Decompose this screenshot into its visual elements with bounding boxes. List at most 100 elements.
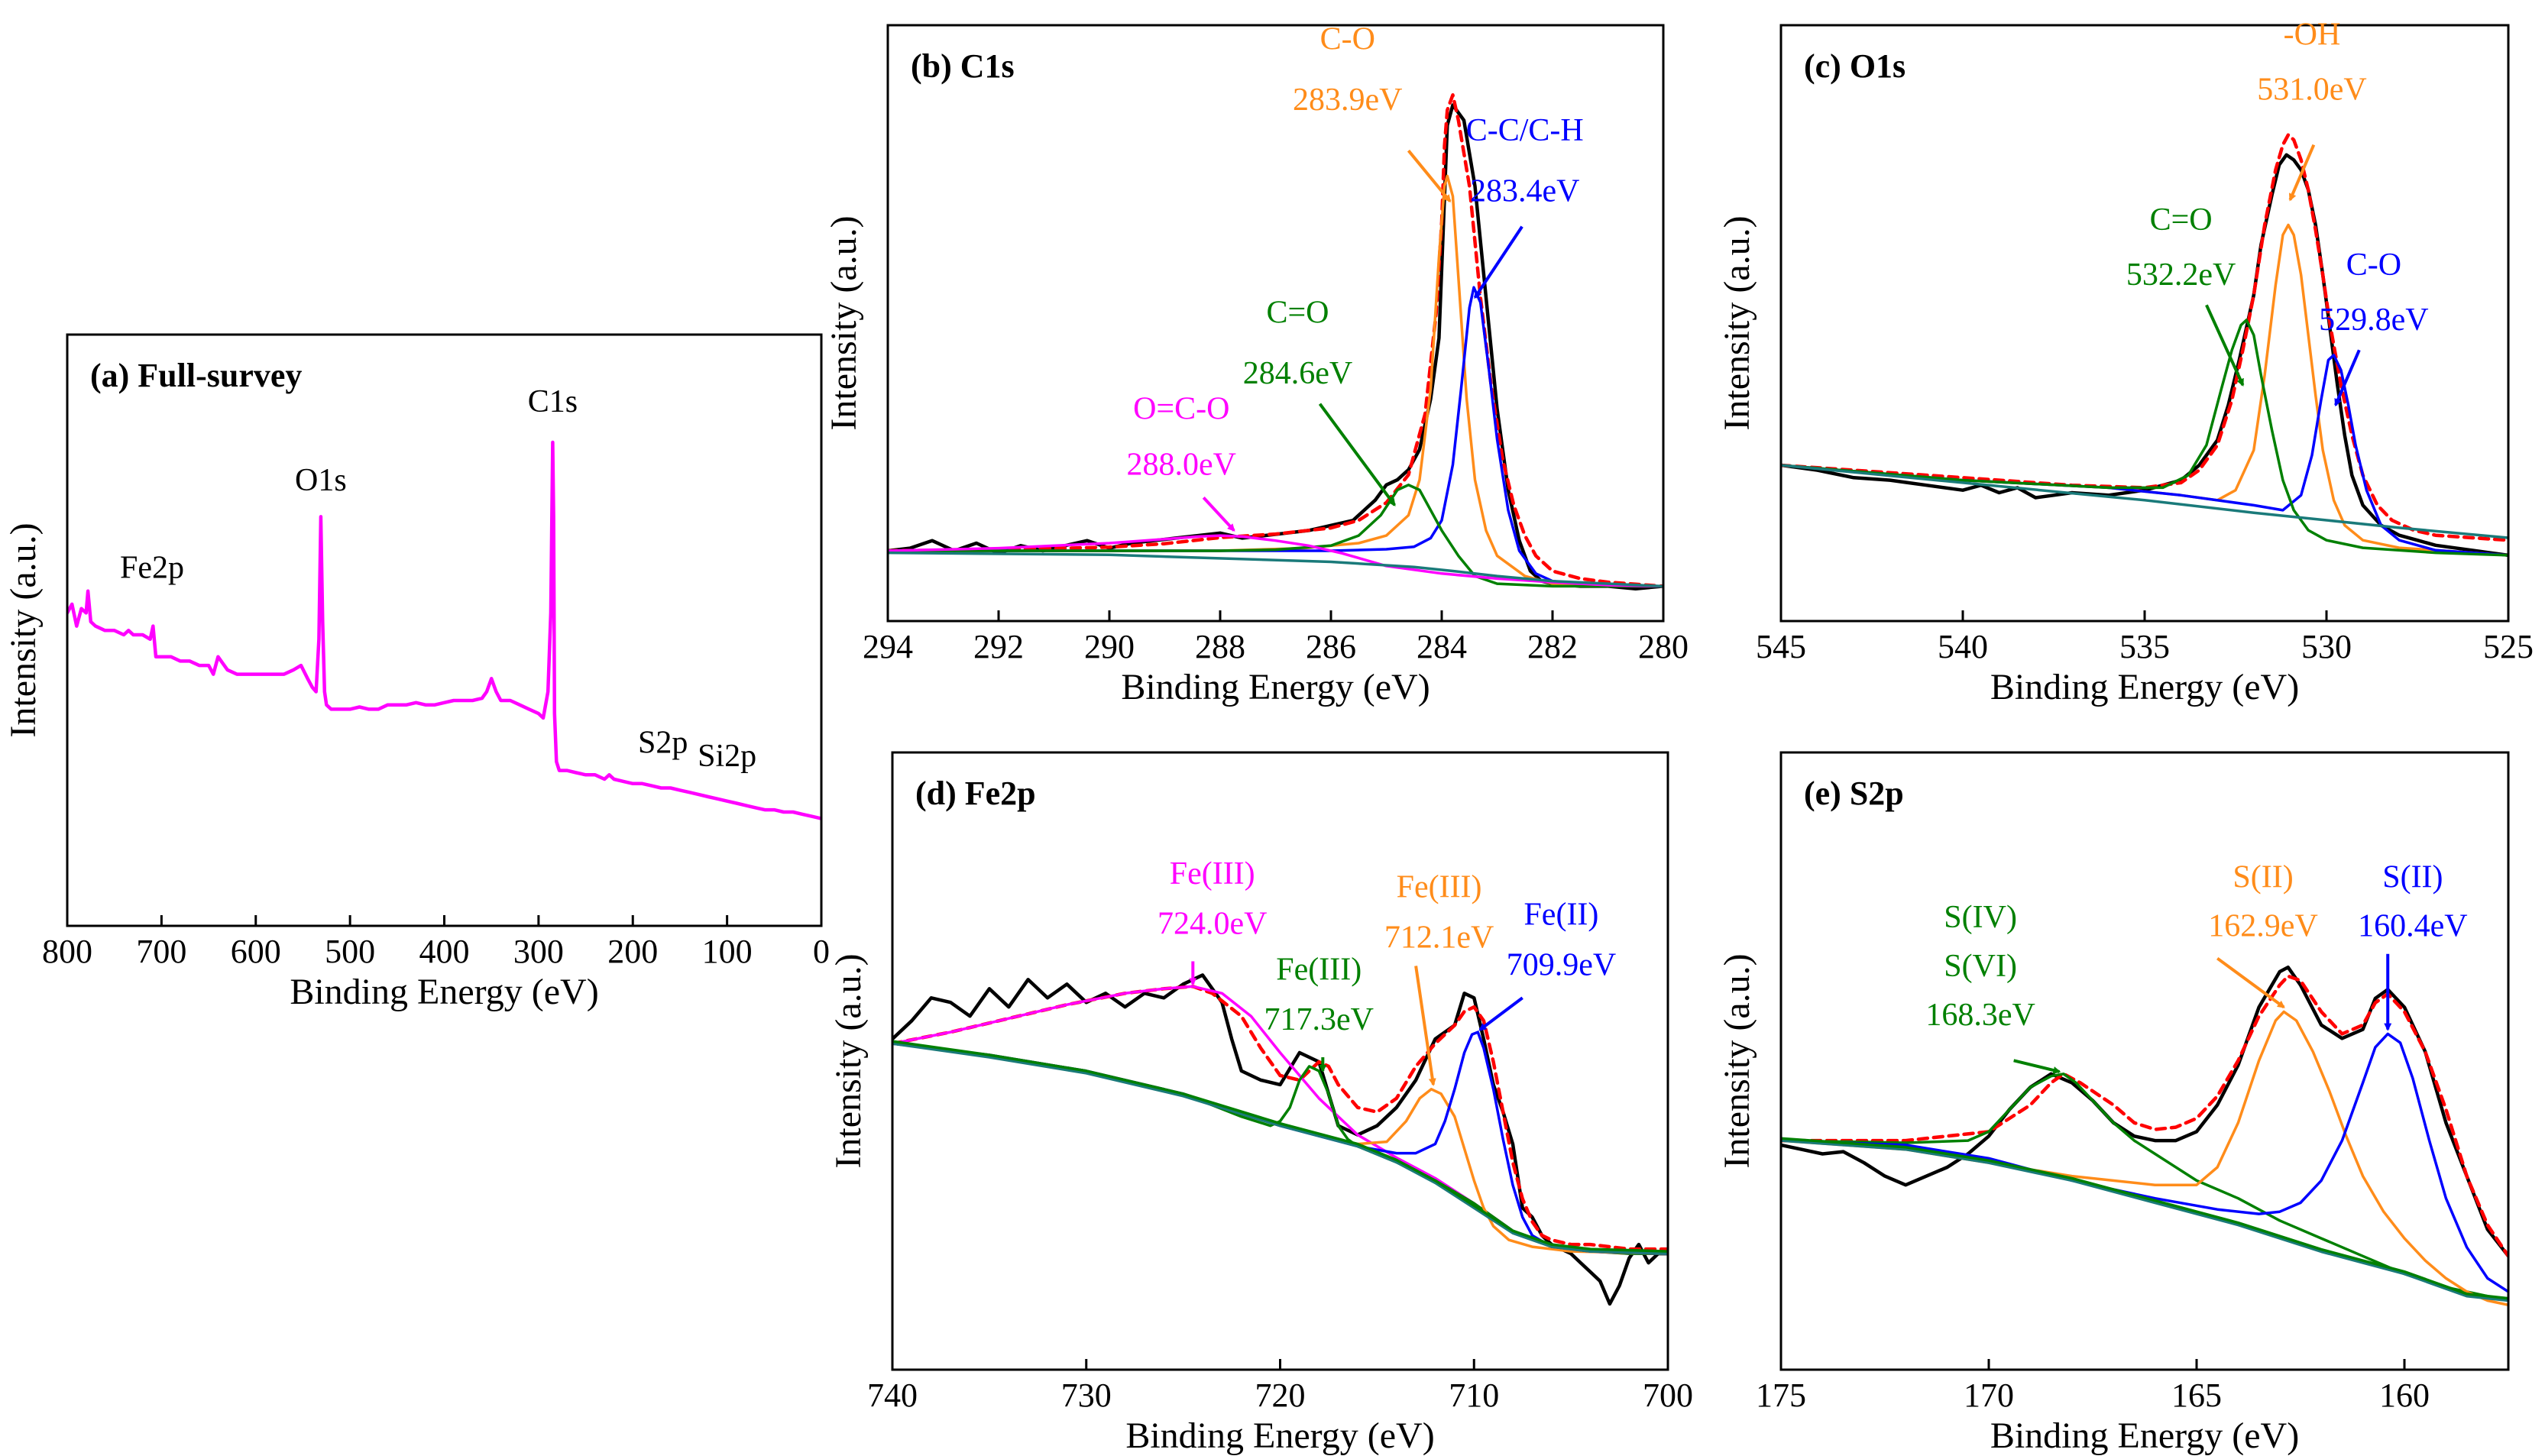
annotation-label: C-O [1320,22,1375,57]
series-c-o [1781,319,2508,557]
y-axis-label: Intensity (a.u.) [828,953,869,1168]
x-tick-label: 400 [419,933,470,970]
series-survey [67,440,821,820]
x-axis-label: Binding Energy (eV) [1990,667,2299,707]
panel-c: 545 540 535 530 525 Binding Energy (eV) Intens… [1717,18,2534,707]
series-s-ii-162-9 [1781,1010,2508,1307]
annotation-label: S(II) [2233,859,2293,895]
x-tick-label: 500 [325,933,375,970]
annotation-label: Fe(III) [1170,856,1255,891]
x-tick-label: 100 [702,933,753,970]
annotation-label: 532.2eV [2126,257,2236,293]
series-background-green [1781,1137,2508,1300]
x-tick-label: 700 [1643,1377,1693,1414]
series-group [67,440,821,820]
series-fit-envelope [888,93,1663,588]
annotation-label: Fe(III) [1276,952,1362,987]
annotation-label: 529.8eV [2319,303,2428,338]
annotation-arrow [1473,225,1523,299]
series-group [888,93,1663,590]
series-measured [1781,965,2508,1258]
series-s-iv-s-vi- [1781,1073,2508,1302]
series-c-o [888,484,1663,588]
annotation-arrow [2334,349,2361,407]
series-c-c-c-h [888,286,1663,588]
annotation-arrow [1407,149,1452,203]
x-axis-label: Binding Energy (eV) [1125,1416,1434,1456]
annotation-label: 284.6eV [1243,356,1352,391]
x-tick-label: 730 [1061,1377,1112,1414]
annotation-arrow [1202,496,1235,532]
annotation-label: 724.0eV [1158,907,1267,942]
annotation-label: S(II) [2382,859,2443,895]
x-tick-label: 175 [1756,1377,1806,1414]
x-tick-label: 170 [1964,1377,2014,1414]
annotation-label: 288.0eV [1127,448,1236,483]
series-background [1781,1139,2508,1302]
plot-frame [886,24,1665,623]
annotation-arrow [2205,304,2245,387]
x-tick-label: 740 [867,1377,918,1414]
panel-e: 175 170 165 160 Binding Energy (eV) Intensity… [1717,751,2510,1456]
series-group [1781,965,2508,1307]
annotation-label: 160.4eV [2358,908,2467,943]
panel-title: (b) C1s [911,47,1015,85]
y-axis-label: Intensity (a.u.) [824,215,864,430]
annotation-label: S2p [638,726,688,761]
series-fit-envelope [1781,974,2508,1258]
annotation-label: S(IV) [1944,900,2017,935]
x-tick-label: 300 [513,933,564,970]
series-group [892,973,1668,1306]
series-fe-ii-709-9 [892,1031,1668,1255]
panel-title: (a) Full-survey [90,357,302,394]
annotation-label: C-C/C-H [1466,113,1584,148]
x-axis-label: Binding Energy (eV) [290,972,598,1012]
panel-a: 800 700 600 500 400 300 200 100 0 Binding Energy … [3,333,830,1012]
annotation-label: Fe(II) [1523,898,1598,933]
annotation-label: 531.0eV [2257,73,2366,108]
x-tick-label: 545 [1756,628,1806,665]
annotation-label: Fe(III) [1397,870,1482,905]
annotation-label: O1s [295,463,347,498]
annotation-label: 283.4eV [1470,173,1579,209]
x-tick-label: 525 [2483,628,2534,665]
x-tick-label: 294 [863,628,913,665]
series-s-ii-160-4 [1781,1032,2508,1293]
annotation-label: C=O [1266,296,1329,331]
x-tick-label: 165 [2171,1377,2222,1414]
annotation-label: Fe2p [120,551,184,586]
series-background-teal [892,1042,1668,1255]
annotation-arrow [1318,403,1396,506]
series-c-o [1781,354,2508,557]
x-tick-label: 535 [2119,628,2170,665]
x-tick-label: 290 [1084,628,1135,665]
annotation-arrow [1478,996,1523,1031]
annotation-label: 717.3eV [1264,1002,1374,1037]
x-tick-label: 720 [1255,1377,1306,1414]
panel-b: 294 292 290 288 286 284 282 280 Binding Energy (… [824,22,1689,707]
x-tick-label: 0 [813,933,830,970]
annotation-label: C=O [2150,202,2213,238]
annotation-arrow [2288,144,2316,202]
x-tick-label: 600 [231,933,281,970]
y-axis-label: Intensity (a.u.) [1717,215,1757,430]
x-tick-label: 280 [1638,628,1689,665]
annotation-label: 709.9eV [1507,947,1616,982]
x-tick-label: 286 [1306,628,1356,665]
plot-frame [66,333,823,927]
plot-frame [1779,751,2510,1371]
series-background-green [892,1040,1668,1253]
x-tick-label: 700 [136,933,186,970]
annotation-label: -OH [2284,18,2341,53]
annotation-arrow [2013,1059,2061,1074]
y-axis-label: Intensity (a.u.) [1717,953,1757,1168]
series-background [1781,464,2508,539]
annotation-label: 162.9eV [2208,908,2317,943]
annotation-label: Si2p [698,739,756,774]
x-tick-label: 288 [1195,628,1245,665]
annotation-label: S(VI) [1944,949,2017,984]
x-axis-label: Binding Energy (eV) [1121,667,1430,707]
annotation-arrow [2216,956,2285,1009]
x-tick-label: 160 [2379,1377,2430,1414]
